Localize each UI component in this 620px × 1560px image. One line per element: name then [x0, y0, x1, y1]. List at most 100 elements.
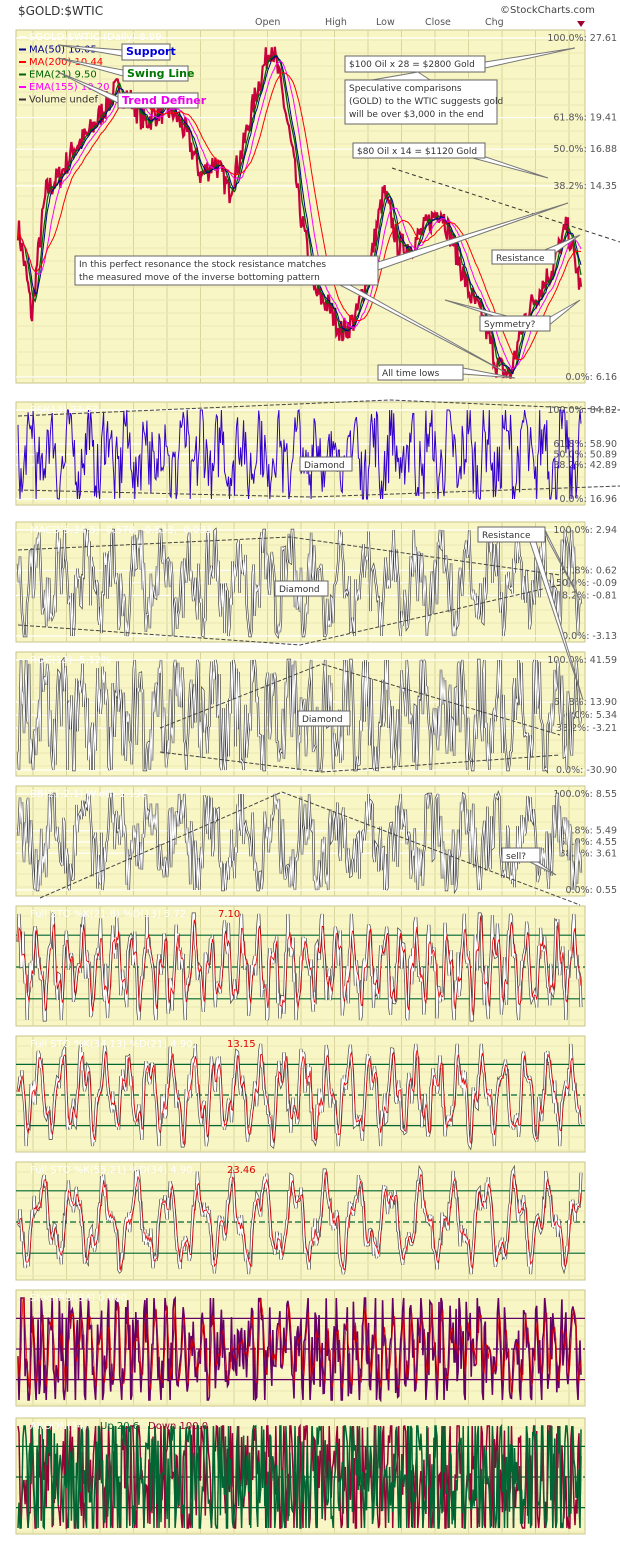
callout-box — [344, 55, 486, 73]
legend-ma50: MA(50) 10.05 — [29, 45, 97, 56]
rsi-indicator-label: RSI(13) 23.53 — [30, 405, 99, 416]
fib-axis-label: 0.0%: -3.13 — [562, 631, 617, 642]
callout-box — [74, 255, 379, 286]
legend-ma200: MA(200) 10.44 — [29, 57, 103, 68]
ohlc-header: Open High Low Close Chg — [255, 17, 504, 28]
fib-axis-label: 38.2%: -0.81 — [556, 590, 617, 601]
stochrsi-indicator-label: StochRSI(34) 0.000 — [30, 1293, 127, 1304]
callout-text: the measured move of the inverse bottomi… — [79, 273, 320, 283]
callout-text: All time lows — [382, 369, 440, 379]
aroon-down-value: Down 100.0 — [148, 1421, 208, 1432]
fib-axis-label: 100.0%: 8.55 — [553, 789, 617, 800]
header-low: Low — [376, 17, 395, 28]
callout-box — [117, 92, 199, 109]
fib-axis-label: 38.2%: 42.89 — [553, 460, 617, 471]
pattern-trendline — [17, 399, 620, 417]
callout-text: sell? — [506, 852, 526, 862]
legend-swatch-price — [19, 36, 26, 38]
aroon-down-line — [17, 1423, 582, 1530]
fib-axis-label: 38.2%: -3.21 — [556, 723, 617, 734]
header-open: Open — [255, 17, 280, 28]
aroon-up-line — [17, 1423, 582, 1531]
callout-text: Trend Definer — [122, 94, 207, 107]
callout-text: (GOLD) to the WTIC suggests gold — [349, 97, 503, 107]
fib-axis-label: 61.8%: 5.49 — [559, 826, 617, 837]
macd-indicator-label: MACD(5,34,5) -0.578, -0.533, -0.033 — [30, 525, 212, 536]
legend-swatch-ema155 — [19, 86, 26, 88]
sto2-indicator-label: Full STO %K(34,13) %D(21) 4.90, — [30, 1039, 196, 1050]
fib-axis-label: 61.8%: 13.90 — [553, 697, 617, 708]
callout-text: $100 Oil x 28 = $2800 Gold — [349, 60, 475, 70]
fib-axis-label: 100.0%: 84.82 — [547, 405, 617, 416]
header-high: High — [325, 17, 347, 28]
stochrsi-signal-line — [17, 1297, 582, 1399]
callout-text: Swing Line — [127, 67, 194, 80]
fib-axis-label: 50.0%: 50.89 — [553, 450, 617, 461]
sto3-indicator-label: Full STO %K(55,21) %D(34) 4.90, — [30, 1165, 196, 1176]
callout-box — [299, 456, 353, 472]
roc-indicator-label: ROC(13) -5.12% — [30, 655, 111, 666]
callout-text: $80 Oil x 14 = $1120 Gold — [357, 147, 477, 157]
sto2-value: 13.15 — [227, 1039, 256, 1050]
bbwidth-indicator-label: BB(21,2.1) Width 1.198 — [30, 789, 147, 800]
rsi-line — [17, 409, 582, 500]
chart-symbol-title: $GOLD:$WTIC — [18, 4, 103, 18]
callout-box — [274, 580, 329, 597]
callout-text: Diamond — [302, 715, 343, 725]
callout-box — [344, 79, 498, 125]
callout-box — [122, 65, 189, 82]
bbwidth-line — [17, 792, 582, 892]
callout-text: In this perfect resonance the stock resi… — [79, 260, 326, 270]
sto3-value: 23.46 — [227, 1165, 256, 1176]
sto1-indicator-label: Full STO %K(21,8) %D(13) 5.72, — [30, 909, 189, 920]
callout-box — [479, 315, 551, 332]
fib-axis-label: 61.8%: 19.41 — [553, 113, 617, 124]
fib-axis-label: 0.0%: 0.55 — [565, 885, 617, 896]
pattern-trendline — [17, 536, 561, 576]
legend-ema155: EMA(155) 10.20 — [29, 82, 109, 93]
sto3-signal-line — [17, 1171, 582, 1271]
fib-axis-label: 50.0%: 4.55 — [559, 837, 617, 848]
callout-box — [297, 710, 351, 727]
pattern-trendline — [159, 663, 561, 736]
header-chg: Chg — [485, 17, 504, 28]
fib-axis-label: 50.0%: 16.88 — [553, 144, 617, 155]
callout-box — [352, 142, 486, 159]
fib-axis-label: 38.2%: 3.61 — [559, 848, 617, 859]
pattern-trendline — [17, 584, 561, 646]
dropdown-triangle-icon[interactable] — [577, 21, 585, 27]
pattern-trendline — [39, 791, 581, 906]
sto1-line — [17, 912, 582, 1021]
callout-text: Diamond — [279, 585, 320, 595]
legend-price: $GOLD:$WTIC (Daily) 8.99 — [29, 32, 162, 43]
callout-text: Resistance — [482, 531, 531, 541]
sto1-signal-line — [17, 914, 582, 1016]
fib-axis-label: 50.0%: 5.34 — [559, 710, 617, 721]
legend-swatch-ma50 — [19, 48, 26, 51]
fib-axis-label: 100.0%: 41.59 — [547, 655, 617, 666]
roc-line — [17, 658, 582, 772]
callout-box — [491, 249, 556, 265]
copyright-text[interactable]: ©StockCharts.com — [500, 5, 595, 16]
ma200-line — [17, 72, 582, 361]
callout-text: Diamond — [304, 461, 345, 471]
callout-box — [501, 847, 541, 863]
aroon-up-value: Up 20.6 — [100, 1421, 139, 1432]
callout-text: will be over $3,000 in the end — [349, 110, 484, 120]
resistance-trendline — [391, 167, 620, 243]
fib-axis-label: 100.0%: 2.94 — [553, 525, 617, 536]
callout-text: Support — [126, 45, 176, 58]
fib-axis-label: 61.8%: 0.62 — [559, 566, 617, 577]
pattern-trendline — [17, 485, 620, 498]
ema155-line — [17, 60, 582, 370]
fib-axis-label: 100.0%: 27.61 — [547, 33, 617, 44]
callout-box — [121, 43, 171, 61]
callout-box — [377, 364, 464, 381]
legend-swatch-volume — [19, 98, 26, 101]
callout-pointer — [544, 529, 581, 601]
fib-axis-label: 0.0%: -30.90 — [556, 765, 617, 776]
callout-text: Resistance — [496, 254, 545, 264]
fib-axis-label: 0.0%: 6.16 — [565, 372, 617, 383]
callout-text: Symmetry? — [484, 320, 536, 330]
